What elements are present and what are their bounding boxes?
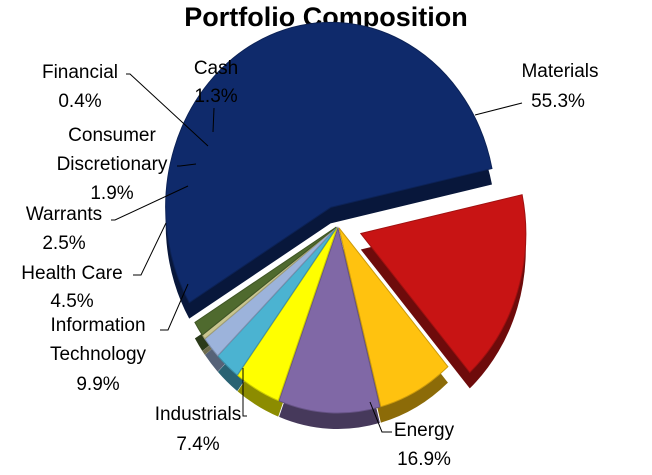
slice-label-energy: Energy xyxy=(394,420,455,441)
slice-label-information-technology: Technology xyxy=(50,344,147,365)
data-label-materials: Materials 55.3% xyxy=(521,61,598,112)
slice-label-information-technology: Information xyxy=(50,315,145,336)
slice-value-industrials: 7.4% xyxy=(176,434,219,455)
data-label-health-care: Health Care 4.5% xyxy=(21,263,122,312)
slice-value-information-technology: 9.9% xyxy=(76,374,119,395)
slice-label-warrants: Warrants xyxy=(26,204,102,225)
leader-line-health-care xyxy=(133,222,167,276)
pie-slice-cash xyxy=(194,226,337,336)
slice-label-cash: Cash xyxy=(194,58,238,79)
slice-value-energy: 16.9% xyxy=(397,449,451,470)
leader-line-financial xyxy=(126,73,209,147)
leader-line-industrials xyxy=(242,368,247,417)
slice-label-financial: Financial xyxy=(42,62,118,83)
pie-slice-energy xyxy=(359,194,527,374)
slice-label-consumer-discretionary: Discretionary xyxy=(57,154,168,175)
leader-line-information-technology xyxy=(160,283,189,331)
slice-value-financial: 0.4% xyxy=(58,91,101,112)
pie-slice-materials xyxy=(165,21,493,304)
leader-line-cash xyxy=(212,107,215,133)
slice-label-consumer-discretionary: Consumer xyxy=(68,125,156,146)
data-label-financial: Financial 0.4% xyxy=(42,62,118,112)
data-label-consumer-discretionary: Consumer Discretionary 1.9% xyxy=(57,125,168,204)
pie-slice-information-technology xyxy=(278,226,381,414)
data-label-warrants: Warrants 2.5% xyxy=(26,204,102,254)
slice-label-industrials: Industrials xyxy=(155,404,242,425)
leader-line-materials xyxy=(474,102,523,116)
data-label-cash: Cash 1.3% xyxy=(194,58,238,107)
slice-value-health-care: 4.5% xyxy=(50,291,93,312)
slice-value-cash: 1.3% xyxy=(194,86,237,107)
data-label-industrials: Industrials 7.4% xyxy=(155,404,242,455)
slice-value-consumer-discretionary: 1.9% xyxy=(90,183,133,204)
leader-line-energy xyxy=(369,401,392,433)
leader-line-consumer-discretionary xyxy=(177,163,197,167)
slice-label-health-care: Health Care xyxy=(21,263,122,284)
slice-value-warrants: 2.5% xyxy=(42,233,85,254)
leader-line-warrants xyxy=(111,185,189,221)
data-label-energy: Energy 16.9% xyxy=(394,420,455,470)
slice-label-materials: Materials xyxy=(521,61,598,82)
data-label-information-technology: Information Technology 9.9% xyxy=(50,315,147,395)
pie-slice-industrials xyxy=(338,227,449,408)
slice-value-materials: 55.3% xyxy=(531,91,585,112)
